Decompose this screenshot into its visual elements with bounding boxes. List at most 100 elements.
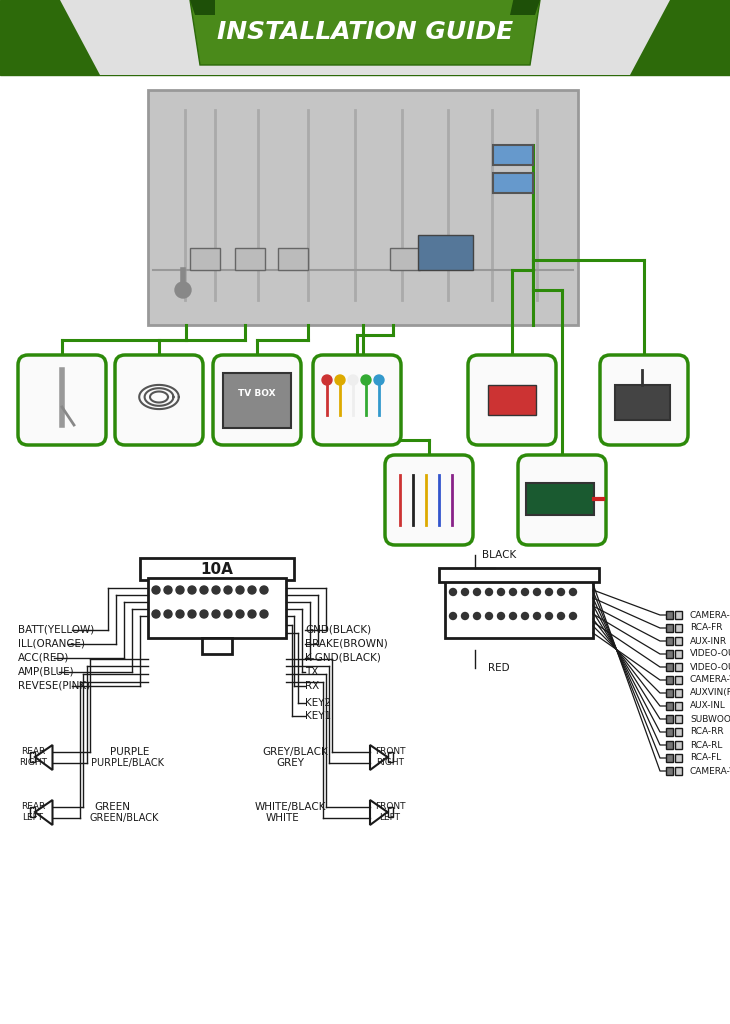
Circle shape [558,612,564,620]
Text: PURPLE/BLACK: PURPLE/BLACK [91,758,164,768]
Bar [675,767,682,775]
Bar [666,611,673,618]
Circle shape [498,612,504,620]
Circle shape [176,610,184,618]
Circle shape [558,589,564,596]
Bar [666,702,673,710]
Bar [666,624,673,632]
Bar [418,234,473,270]
Bar [666,767,673,775]
Circle shape [236,610,244,618]
Text: REVESE(PINK): REVESE(PINK) [18,681,90,691]
Circle shape [348,375,358,385]
Text: AMP(BLUE): AMP(BLUE) [18,667,74,677]
Circle shape [322,375,332,385]
Bar [148,90,578,325]
Text: GREEN/BLACK: GREEN/BLACK [89,813,158,823]
FancyBboxPatch shape [115,355,203,445]
Text: GREY: GREY [276,758,304,768]
Text: PURPLE: PURPLE [110,746,150,757]
Bar [140,558,294,580]
Bar [190,248,220,270]
Text: AUX-INR: AUX-INR [690,637,727,645]
Bar [278,248,308,270]
Circle shape [335,375,345,385]
Polygon shape [190,0,215,15]
Bar [675,728,682,736]
Bar [390,248,420,270]
Bar [675,702,682,710]
Circle shape [521,612,529,620]
Text: ACC(RED): ACC(RED) [18,653,69,663]
Text: GND(BLACK): GND(BLACK) [305,625,371,635]
Text: FRONT
LEFT: FRONT LEFT [374,802,405,821]
Circle shape [212,610,220,618]
Circle shape [498,589,504,596]
Text: WHITE/BLACK: WHITE/BLACK [254,802,326,812]
Circle shape [200,586,208,594]
Circle shape [474,612,480,620]
Bar [488,385,536,415]
Bar [666,637,673,645]
Bar [445,580,593,638]
Text: CAMERA-GND: CAMERA-GND [690,610,730,620]
Bar [666,676,673,684]
Bar [666,728,673,736]
Bar [388,752,393,762]
Bar [666,754,673,762]
Circle shape [212,586,220,594]
Text: REAR
RIGHT: REAR RIGHT [19,748,47,767]
Circle shape [485,612,493,620]
Circle shape [569,612,577,620]
Text: CAMERA-VIN: CAMERA-VIN [690,676,730,684]
Text: TV BOX: TV BOX [238,388,276,397]
Circle shape [152,586,160,594]
Text: BATT(YELLOW): BATT(YELLOW) [18,625,94,635]
Text: GREY/BLACK: GREY/BLACK [262,746,328,757]
Bar [0,0,730,75]
Text: K-GND(BLACK): K-GND(BLACK) [305,653,381,663]
Circle shape [260,610,268,618]
Bar [666,689,673,697]
Circle shape [224,610,232,618]
Bar [493,173,533,193]
Circle shape [521,589,529,596]
Circle shape [510,589,517,596]
Circle shape [569,589,577,596]
Circle shape [361,375,371,385]
Bar [439,568,599,582]
Bar [675,676,682,684]
FancyBboxPatch shape [385,455,473,545]
Text: RCA-FL: RCA-FL [690,754,721,763]
Circle shape [224,586,232,594]
Text: ILL(ORANGE): ILL(ORANGE) [18,639,85,649]
FancyBboxPatch shape [518,455,606,545]
Circle shape [176,586,184,594]
Bar [675,689,682,697]
Circle shape [152,610,160,618]
Text: AUXVIN(FCAMERA-VIN): AUXVIN(FCAMERA-VIN) [690,688,730,697]
Bar [675,611,682,618]
Text: SUBWOOFER: SUBWOOFER [690,715,730,724]
Circle shape [474,589,480,596]
Bar [666,715,673,723]
Circle shape [545,612,553,620]
Bar [666,650,673,658]
Text: INSTALLATION GUIDE: INSTALLATION GUIDE [217,20,513,44]
Circle shape [260,586,268,594]
Bar [148,578,286,638]
Circle shape [461,589,469,596]
Bar [675,650,682,658]
Bar [675,715,682,723]
Circle shape [374,375,384,385]
Text: GREEN: GREEN [94,802,130,812]
Bar [675,741,682,749]
Text: WHITE: WHITE [266,813,300,823]
Circle shape [236,586,244,594]
Polygon shape [60,0,670,75]
Text: 10A: 10A [201,561,234,577]
Text: KEY2: KEY2 [305,698,331,708]
Circle shape [450,612,456,620]
Bar [235,248,265,270]
Text: KEY1: KEY1 [305,711,331,721]
